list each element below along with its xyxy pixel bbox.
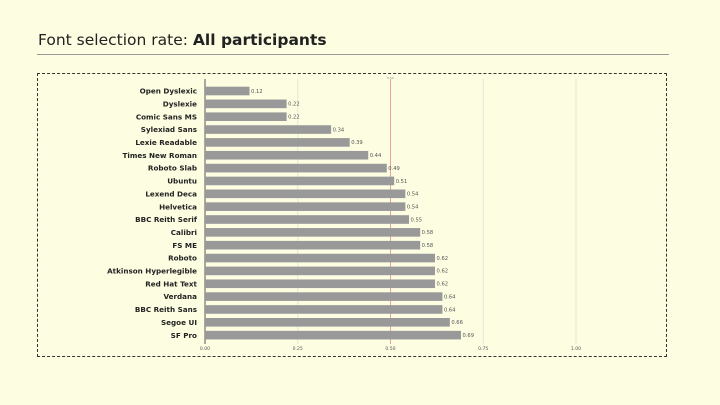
value-label-15: 0.62 (437, 282, 449, 288)
bar-13 (205, 253, 436, 263)
bar-10 (205, 215, 410, 224)
bar-14 (205, 266, 436, 276)
x-tick-label-1: 0.25 (293, 346, 303, 352)
category-label-17: BBC Reith Sans (135, 305, 197, 314)
category-label-9: Helvetica (159, 202, 197, 211)
value-label-8: 0.54 (407, 192, 419, 198)
value-label-1: 0.22 (288, 102, 300, 108)
chart-frame: 0.50 Open Dyslexic 0.12 Dyslexie 0.22 Comic S… (37, 73, 667, 357)
bar-17 (205, 305, 443, 314)
category-label-1: Dyslexie (163, 99, 197, 108)
category-label-18: Segoe UI (161, 318, 197, 327)
category-label-11: Calibri (171, 228, 197, 237)
page-title-bold: All participants (192, 31, 327, 49)
x-tick-label-4: 1.00 (571, 346, 581, 352)
bar-3 (205, 125, 332, 134)
page-title-prefix: Font selection rate: (38, 31, 188, 49)
value-label-11: 0.58 (422, 230, 434, 236)
bar-2 (205, 112, 287, 121)
category-label-2: Comic Sans MS (136, 112, 197, 121)
category-label-16: Verdana (163, 292, 197, 301)
category-label-7: Ubuntu (167, 177, 197, 186)
value-label-5: 0.44 (370, 153, 382, 159)
bar-0 (205, 86, 250, 96)
x-tick-label-3: 0.75 (478, 346, 488, 352)
category-label-10: BBC Reith Serif (135, 215, 198, 224)
value-label-16: 0.64 (444, 294, 456, 300)
bar-7 (205, 176, 395, 186)
value-label-13: 0.62 (437, 256, 449, 262)
category-label-8: Lexend Deca (145, 189, 197, 198)
bar-18 (205, 318, 450, 327)
bar-16 (205, 292, 443, 301)
bar-1 (205, 99, 287, 109)
category-label-12: FS ME (172, 241, 197, 250)
value-label-7: 0.51 (396, 179, 408, 185)
bar-5 (205, 150, 369, 160)
category-label-4: Lexie Readable (135, 138, 197, 147)
value-label-10: 0.55 (411, 217, 423, 223)
value-label-3: 0.34 (333, 127, 345, 133)
bar-9 (205, 202, 406, 211)
bar-chart: 0.50 Open Dyslexic 0.12 Dyslexie 0.22 Comic S… (107, 76, 581, 352)
bar-4 (205, 138, 350, 147)
value-label-19: 0.69 (462, 333, 474, 339)
value-label-4: 0.39 (351, 140, 363, 146)
bar-6 (205, 163, 387, 173)
category-label-15: Red Hat Text (145, 279, 197, 288)
x-tick-label-2: 0.50 (385, 346, 395, 352)
category-label-14: Atkinson Hyperlegible (107, 267, 197, 276)
category-label-13: Roboto (168, 254, 197, 263)
value-label-17: 0.64 (444, 307, 456, 313)
title-divider (37, 54, 669, 55)
value-label-2: 0.22 (288, 115, 300, 121)
category-label-0: Open Dyslexic (140, 87, 197, 96)
bar-8 (205, 189, 406, 199)
category-label-5: Times New Roman (123, 151, 197, 160)
value-label-0: 0.12 (251, 89, 263, 95)
value-label-9: 0.54 (407, 204, 419, 210)
reference-line-label: 0.50 (387, 76, 394, 80)
page-title: Font selection rate: All participants (38, 31, 327, 49)
value-label-18: 0.66 (451, 320, 463, 326)
x-tick-label-0: 0.00 (200, 346, 210, 352)
category-label-19: SF Pro (171, 331, 197, 340)
bar-15 (205, 279, 436, 289)
category-label-3: Sylexiad Sans (141, 125, 197, 134)
value-label-6: 0.49 (388, 166, 400, 172)
bar-19 (205, 330, 461, 340)
bar-11 (205, 228, 421, 237)
value-label-12: 0.58 (422, 243, 434, 249)
value-label-14: 0.62 (437, 269, 449, 275)
category-label-6: Roboto Slab (148, 164, 197, 173)
bar-12 (205, 240, 421, 250)
